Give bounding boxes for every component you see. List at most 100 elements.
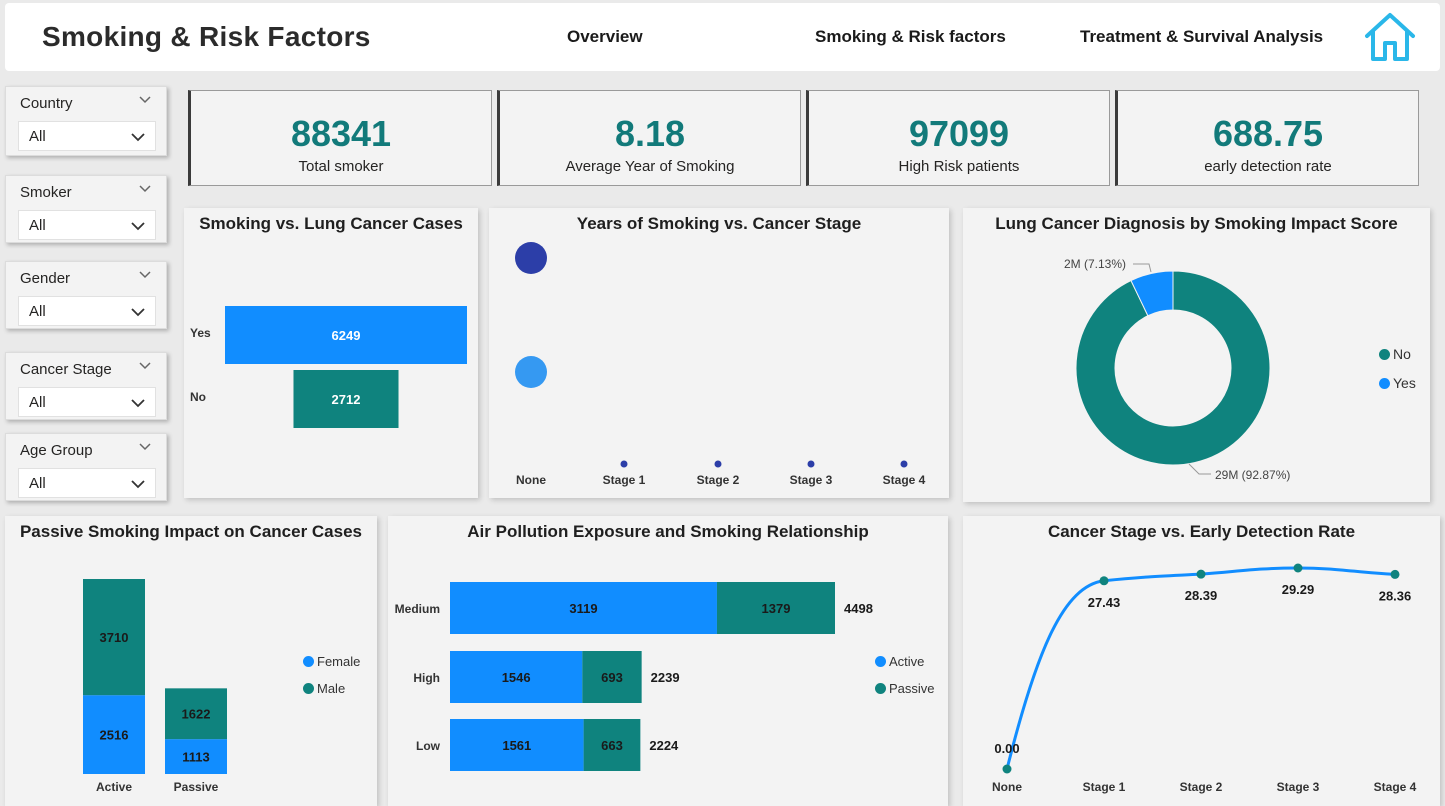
slicer-value: All xyxy=(29,475,46,492)
air-pollution-chart: 3119 1379 4498 Medium 1546 693 2239 High 1561 663… xyxy=(395,582,873,771)
bar-segment xyxy=(83,579,145,696)
data-label: 0.00 xyxy=(994,741,1019,756)
legend-label: Active xyxy=(889,654,925,669)
legend-label: Yes xyxy=(1393,375,1416,391)
data-label: 3119 xyxy=(569,601,597,616)
slicer-value: All xyxy=(29,128,46,145)
smoking-vs-cancer-chart: 6249 Yes 2712 No xyxy=(190,306,467,428)
bar xyxy=(225,306,467,364)
chevron-down-icon[interactable] xyxy=(138,184,152,194)
axis-tick-label: No xyxy=(190,390,206,404)
scatter-point xyxy=(807,460,815,468)
line-point xyxy=(1293,563,1303,573)
legend-dot xyxy=(875,656,886,667)
smoking-vs-cancer-panel: Smoking vs. Lung Cancer Cases 6249 Yes 271… xyxy=(184,208,478,498)
kpi-value: 8.18 xyxy=(614,113,686,154)
data-label: 1113 xyxy=(182,750,210,765)
page-title: Smoking & Risk Factors xyxy=(42,21,371,52)
data-label: 1546 xyxy=(502,670,531,685)
legend-item-male[interactable]: Male xyxy=(303,681,345,696)
axis-tick-label: Stage 3 xyxy=(1277,780,1320,794)
legend-item-no[interactable]: No xyxy=(1379,346,1411,362)
smoker-dropdown[interactable]: All xyxy=(18,210,156,240)
bar-segment xyxy=(450,719,584,771)
years-vs-stage-panel: Years of Smoking vs. Cancer Stage None St… xyxy=(489,208,949,498)
country-dropdown[interactable]: All xyxy=(18,121,156,151)
header-bar: Smoking & Risk Factors Overview Smoking … xyxy=(5,3,1440,71)
passive-smoking-panel: Passive Smoking Impact on Cancer Cases 2… xyxy=(5,516,377,806)
data-label: 28.39 xyxy=(1185,588,1218,603)
bar-segment xyxy=(165,688,227,740)
line-point xyxy=(1002,764,1012,774)
chevron-down-icon[interactable] xyxy=(138,361,152,371)
data-label: 29M (92.87%) xyxy=(1215,468,1290,482)
axis-tick-label: Stage 2 xyxy=(1180,780,1223,794)
gender-dropdown[interactable]: All xyxy=(18,296,156,326)
chart-title: Air Pollution Exposure and Smoking Relat… xyxy=(467,522,869,541)
bar-segment xyxy=(582,651,642,703)
data-label: 6249 xyxy=(332,328,361,343)
slicer-label: Age Group xyxy=(20,442,93,459)
chevron-down-icon[interactable] xyxy=(138,270,152,280)
slicer-label: Gender xyxy=(20,270,71,287)
axis-tick-label: Medium xyxy=(395,602,440,616)
axis-tick-label: Stage 1 xyxy=(1083,780,1126,794)
cancer-stage-dropdown[interactable]: All xyxy=(18,387,156,417)
bar xyxy=(293,370,399,428)
data-label: 27.43 xyxy=(1088,595,1121,610)
slicer-label: Country xyxy=(20,95,73,112)
axis-tick-label: Stage 1 xyxy=(603,473,646,487)
legend-dot xyxy=(1379,349,1390,360)
bar-segment xyxy=(450,582,717,634)
axis-tick-label: Stage 4 xyxy=(1374,780,1417,794)
nav-treatment-survival[interactable]: Treatment & Survival Analysis xyxy=(1080,27,1324,46)
kpi-label: Total smoker xyxy=(298,158,384,175)
legend-dot xyxy=(875,683,886,694)
legend-item-female[interactable]: Female xyxy=(303,654,360,669)
axis-tick-label: Stage 3 xyxy=(790,473,833,487)
age-group-dropdown[interactable]: All xyxy=(18,468,156,498)
data-label: 1561 xyxy=(502,738,531,753)
slicer-value: All xyxy=(29,217,46,234)
bar-segment xyxy=(583,719,641,771)
early-detection-chart: 0.00 None 27.43 Stage 1 28.39 Stage 2 29.29 Sta… xyxy=(992,563,1417,794)
data-label: 2712 xyxy=(332,392,361,407)
leader-line xyxy=(1133,263,1152,273)
donut-slice xyxy=(1130,270,1174,317)
data-label: 663 xyxy=(601,738,623,753)
nav-smoking-risk-factors[interactable]: Smoking & Risk factors xyxy=(815,27,1006,46)
nav-overview[interactable]: Overview xyxy=(567,27,643,46)
scatter-point xyxy=(620,460,628,468)
line-point xyxy=(1196,569,1206,579)
kpi-value: 97099 xyxy=(908,113,1010,154)
legend-item-active[interactable]: Active xyxy=(875,654,924,669)
line-point xyxy=(1390,569,1400,579)
kpi-total-smoker: 88341 Total smoker xyxy=(188,90,492,186)
legend-label: No xyxy=(1393,346,1411,362)
bar-segment xyxy=(165,739,227,774)
legend-item-yes[interactable]: Yes xyxy=(1379,375,1416,391)
slicer-label: Cancer Stage xyxy=(20,361,112,378)
series-line xyxy=(1005,566,1396,770)
chevron-down-icon xyxy=(131,133,145,142)
kpi-average-year-smoking: 8.18 Average Year of Smoking xyxy=(497,90,801,186)
diagnosis-donut-chart: 2M (7.13%) 29M (92.87%) xyxy=(1064,257,1290,482)
home-icon[interactable] xyxy=(1361,9,1419,65)
data-label: 1622 xyxy=(182,707,211,722)
legend-item-passive[interactable]: Passive xyxy=(875,681,935,696)
axis-tick-label: Active xyxy=(96,780,132,794)
scatter-point xyxy=(515,242,547,274)
chevron-down-icon[interactable] xyxy=(138,442,152,452)
slicer-value: All xyxy=(29,303,46,320)
data-label: 28.36 xyxy=(1379,588,1412,603)
chart-title: Smoking vs. Lung Cancer Cases xyxy=(199,214,463,233)
data-label: 2516 xyxy=(100,728,129,743)
axis-tick-label: High xyxy=(413,671,440,685)
axis-tick-label: None xyxy=(516,473,546,487)
data-label: 693 xyxy=(601,670,623,685)
kpi-high-risk-patients: 97099 High Risk patients xyxy=(806,90,1110,186)
chart-title: Years of Smoking vs. Cancer Stage xyxy=(576,214,862,233)
chevron-down-icon[interactable] xyxy=(138,95,152,105)
axis-tick-label: Stage 2 xyxy=(697,473,740,487)
total-label: 2239 xyxy=(651,670,680,685)
